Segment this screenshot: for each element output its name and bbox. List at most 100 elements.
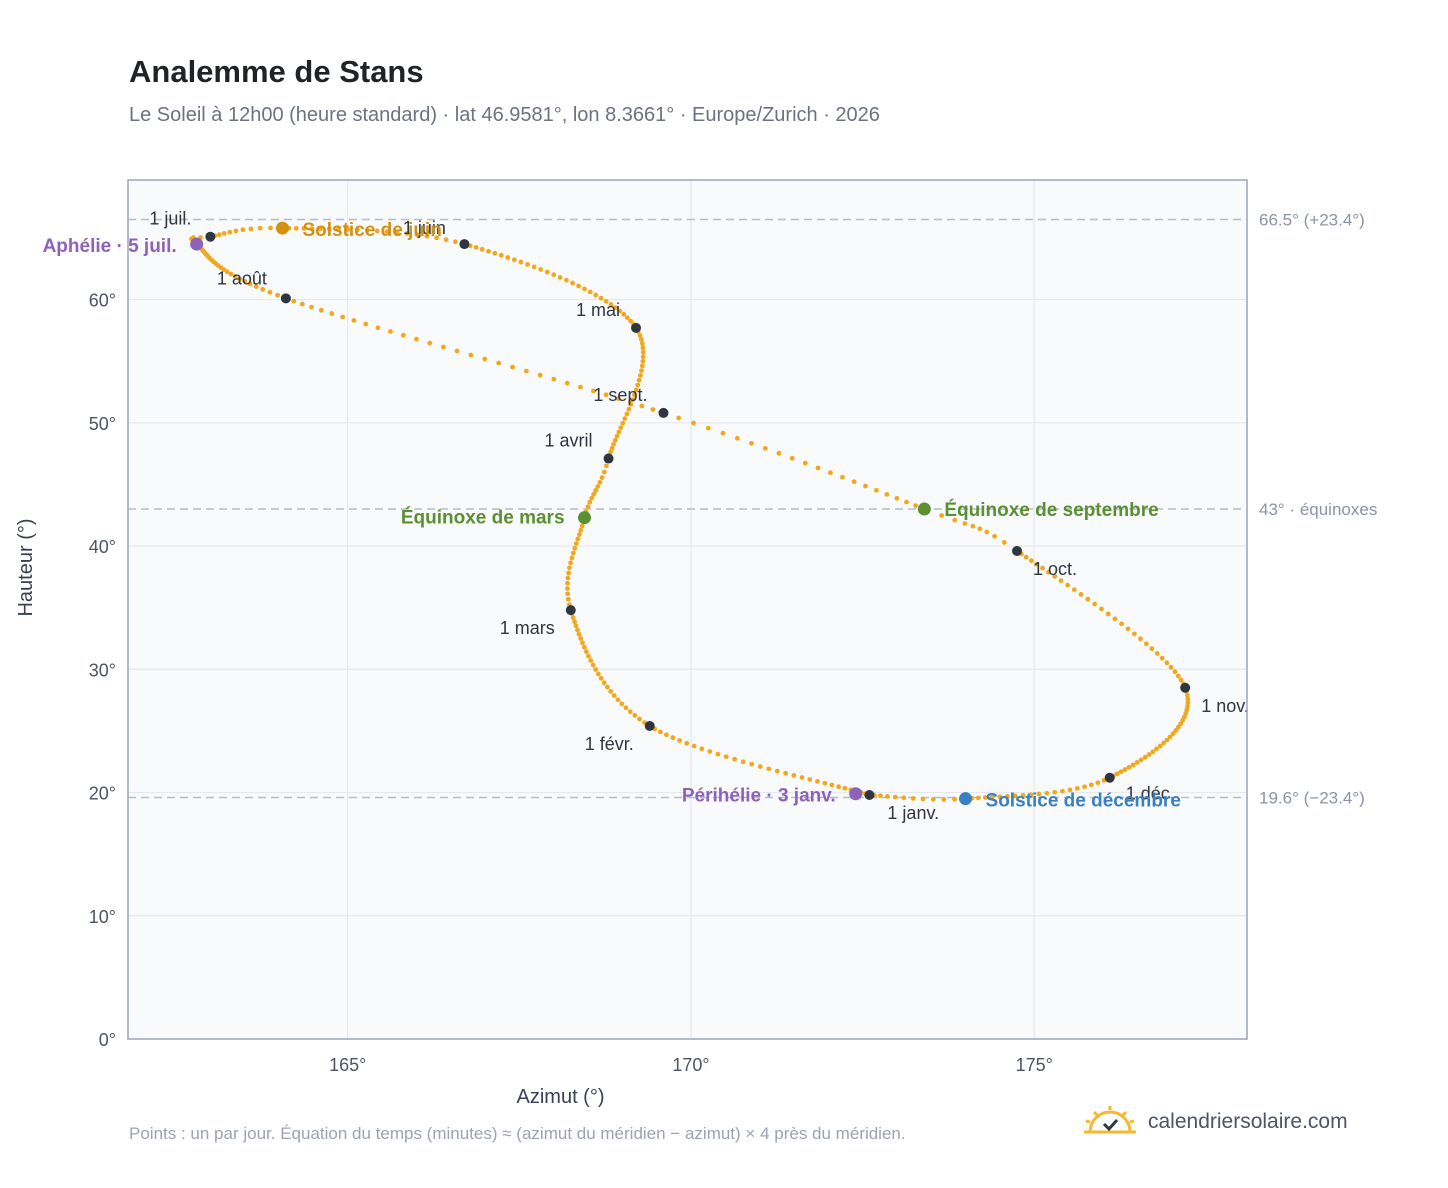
daily-sun-dot [589, 495, 595, 501]
daily-sun-dot [525, 262, 530, 267]
daily-sun-dot [531, 264, 537, 270]
daily-sun-dot [593, 667, 599, 672]
daily-sun-dot [619, 701, 625, 707]
daily-sun-dot [486, 248, 491, 254]
daily-sun-dot [705, 425, 711, 431]
daily-sun-dot [363, 321, 369, 327]
month-marker [1012, 545, 1023, 556]
daily-sun-dot [1164, 660, 1170, 666]
daily-sun-dot [595, 671, 601, 677]
daily-sun-dot [565, 586, 570, 591]
daily-sun-dot [783, 770, 789, 776]
daily-sun-dot [505, 255, 511, 260]
daily-sun-dot [232, 273, 238, 279]
daily-sun-dot [1126, 764, 1132, 770]
daily-sun-dot [1138, 757, 1144, 763]
daily-sun-dot [551, 272, 557, 278]
x-tick-label: 165° [329, 1055, 366, 1075]
daily-sun-dot [590, 662, 596, 668]
daily-sun-dot [374, 228, 380, 234]
daily-sun-dot [568, 560, 574, 566]
daily-sun-dot [479, 246, 485, 252]
daily-sun-dot [1185, 700, 1191, 706]
chart-title: Analemme de Stans [129, 54, 424, 89]
daily-sun-dot [815, 778, 820, 784]
daily-sun-dot [318, 226, 323, 232]
daily-sun-dot [975, 795, 981, 801]
daily-sun-dot [248, 226, 254, 232]
daily-sun-dot [608, 688, 614, 694]
daily-sun-dot [789, 455, 795, 461]
x-tick-label: 175° [1016, 1055, 1053, 1075]
daily-sun-dot [608, 449, 614, 455]
daily-sun-dot [1034, 561, 1040, 567]
daily-sun-dot [580, 640, 585, 646]
daily-sun-dot [454, 348, 460, 354]
daily-sun-dot [590, 388, 596, 394]
analemma-curve [189, 225, 1191, 802]
daily-sun-dot [1012, 793, 1018, 799]
y-tick-label: 20° [89, 784, 116, 804]
daily-sun-dot [684, 740, 690, 746]
daily-sun-dot [939, 513, 945, 518]
daily-sun-dot [1060, 788, 1065, 794]
daily-sun-dot [492, 250, 498, 256]
daily-sun-dot [1005, 793, 1010, 799]
reference-line-label: 66.5° (+23.4°) [1259, 210, 1365, 229]
daily-sun-dot [588, 658, 594, 663]
daily-sun-dot [840, 474, 845, 480]
brand-name: calendriersolaire.com [1148, 1110, 1348, 1133]
footnote: Points : un par jour. Équation du temps … [129, 1124, 906, 1143]
daily-sun-dot [260, 286, 266, 292]
daily-sun-dot [268, 225, 273, 231]
daily-sun-dot [544, 269, 550, 275]
daily-sun-dot [807, 777, 813, 782]
daily-sun-dot [1134, 760, 1140, 765]
daily-sun-dot [884, 492, 890, 497]
daily-sun-dot [551, 376, 557, 382]
daily-sun-dot [518, 259, 524, 265]
daily-sun-dot [1023, 554, 1029, 560]
daily-sun-dot [624, 411, 630, 417]
daily-sun-dot [1167, 734, 1173, 740]
daily-sun-dot [591, 491, 597, 497]
daily-sun-dot [570, 615, 576, 621]
daily-sun-dot [601, 680, 607, 686]
daily-sun-dot [567, 565, 572, 571]
daily-sun-dot [581, 644, 587, 650]
daily-sun-dot [615, 396, 621, 402]
daily-sun-dot [511, 257, 517, 263]
y-tick-label: 30° [89, 660, 116, 680]
y-tick-label: 60° [89, 291, 116, 311]
daily-sun-dot [340, 314, 345, 320]
daily-sun-dot [573, 623, 579, 629]
brand[interactable]: calendriersolaire.com [1082, 1104, 1348, 1140]
daily-sun-dot [473, 245, 479, 250]
daily-sun-dot [586, 653, 591, 659]
daily-sun-dot [977, 526, 983, 532]
daily-sun-dot [901, 795, 907, 801]
daily-sun-dot [578, 636, 584, 641]
daily-sun-dot [734, 435, 740, 441]
daily-sun-dot [1154, 651, 1160, 656]
daily-sun-dot [1143, 641, 1149, 647]
month-label: 1 août [217, 268, 267, 288]
daily-sun-dot [638, 372, 643, 378]
daily-sun-dot [1170, 731, 1176, 737]
month-markers: 1 janv. 1 févr. 1 mars 1 avril 1 mai 1 juin 1 … [149, 209, 1249, 823]
daily-sun-dot [677, 738, 682, 743]
daily-sun-dot [663, 732, 669, 738]
daily-sun-dot [434, 235, 440, 241]
daily-sun-dot [829, 782, 835, 788]
daily-sun-dot [997, 794, 1003, 800]
daily-sun-dot [1052, 573, 1058, 579]
daily-sun-dot [1122, 767, 1128, 772]
daily-sun-dot [608, 302, 614, 307]
daily-sun-dot [299, 301, 305, 307]
chart-subtitle: Le Soleil à 12h00 (heure standard) · lat… [129, 104, 880, 126]
daily-sun-dot [920, 796, 926, 802]
daily-sun-dot [632, 713, 638, 718]
reference-lines: 66.5° (+23.4°) 43° · équinoxes 19.6° (−23.… [128, 210, 1377, 807]
daily-sun-dot [842, 785, 848, 791]
month-marker [644, 720, 655, 731]
